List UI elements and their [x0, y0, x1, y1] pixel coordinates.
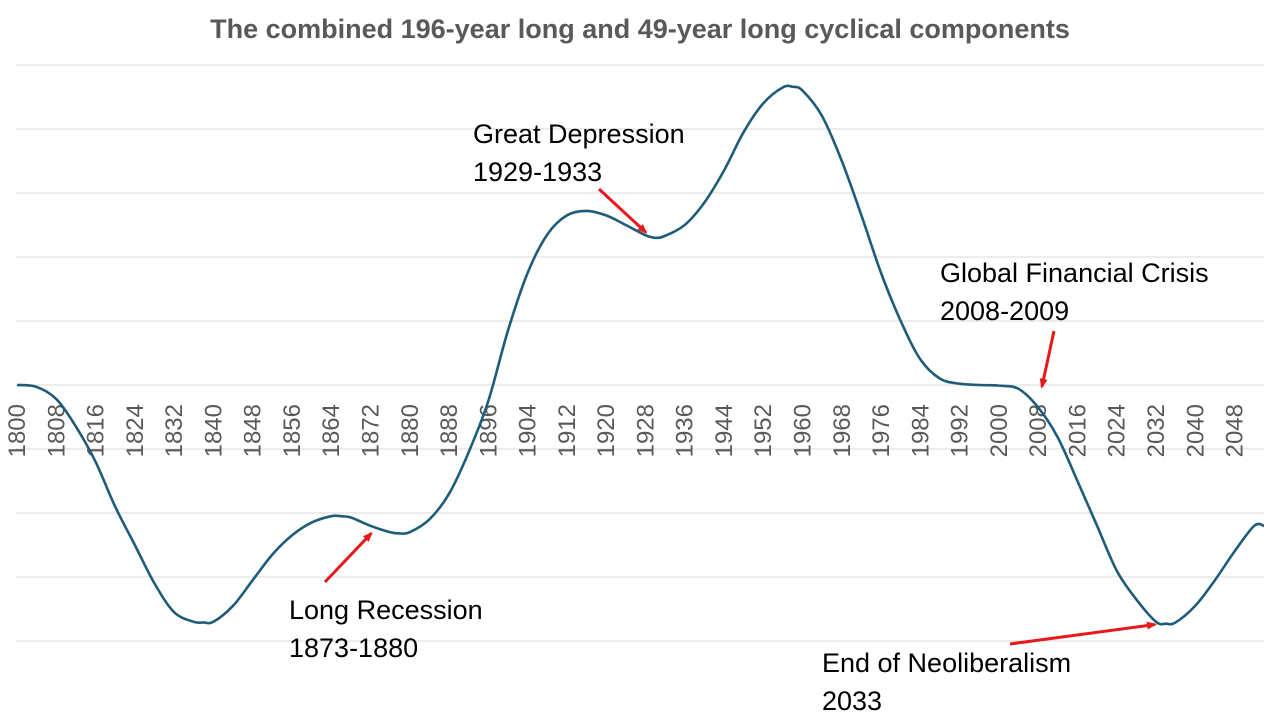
x-tick-label: 1936: [672, 404, 699, 457]
annotation-label: Long Recession: [289, 595, 483, 625]
annotation-label: 1873-1880: [289, 633, 418, 663]
x-tick-label: 2016: [1064, 404, 1091, 457]
x-tick-label: 1952: [750, 404, 777, 457]
annotation-arrow: [323, 531, 373, 584]
x-tick-label: 1800: [4, 404, 31, 457]
annotation-label: Global Financial Crisis: [940, 258, 1209, 288]
annotation-label: 2008-2009: [940, 296, 1069, 326]
x-tick-label: 1912: [554, 404, 581, 457]
gridlines: [16, 64, 1264, 642]
x-tick-label: 1872: [357, 404, 384, 457]
x-tick-label: 2000: [986, 404, 1013, 457]
x-tick-label: 1896: [475, 404, 502, 457]
x-tick-label: 1968: [829, 404, 856, 457]
x-tick-label: 2024: [1104, 404, 1131, 457]
x-axis-ticks: 1800 1808 1816 1824 1832 1840 1848 1856 1864 1872…: [4, 404, 1249, 457]
x-tick-label: 2008: [1025, 404, 1052, 457]
series-line: [16, 84, 1265, 626]
x-tick-label: 1880: [397, 404, 424, 457]
x-tick-label: 1928: [632, 404, 659, 457]
annotation-label: End of Neoliberalism: [822, 648, 1071, 678]
annotation-label: 1929-1933: [473, 157, 602, 187]
x-tick-label: 1944: [711, 404, 738, 457]
x-tick-label: 1832: [161, 404, 188, 457]
chart-title: The combined 196-year long and 49-year l…: [210, 14, 1070, 44]
x-tick-label: 1840: [200, 404, 227, 457]
x-tick-label: 1864: [318, 404, 345, 457]
x-tick-label: 1856: [279, 404, 306, 457]
annotation-arrow: [1009, 621, 1157, 646]
x-tick-label: 1816: [83, 404, 110, 457]
x-tick-label: 1992: [947, 404, 974, 457]
x-tick-label: 2048: [1222, 404, 1249, 457]
series-group: [16, 84, 1265, 626]
x-tick-label: 1848: [240, 404, 267, 457]
x-tick-label: 1888: [436, 404, 463, 457]
x-tick-label: 1920: [593, 404, 620, 457]
annotation-arrow: [1039, 330, 1056, 389]
x-tick-label: 1824: [122, 404, 149, 457]
annotation-label: Great Depression: [473, 119, 685, 149]
x-tick-label: 1984: [907, 404, 934, 457]
x-tick-label: 1976: [868, 404, 895, 457]
annotation-label: 2033: [822, 686, 882, 716]
x-tick-label: 2040: [1182, 404, 1209, 457]
x-tick-label: 1904: [515, 404, 542, 457]
annotation-arrow: [597, 187, 648, 234]
annotations: Long Recession 1873-1880 Great Depression 1…: [289, 119, 1209, 716]
x-tick-label: 2032: [1143, 404, 1170, 457]
x-tick-label: 1960: [790, 404, 817, 457]
